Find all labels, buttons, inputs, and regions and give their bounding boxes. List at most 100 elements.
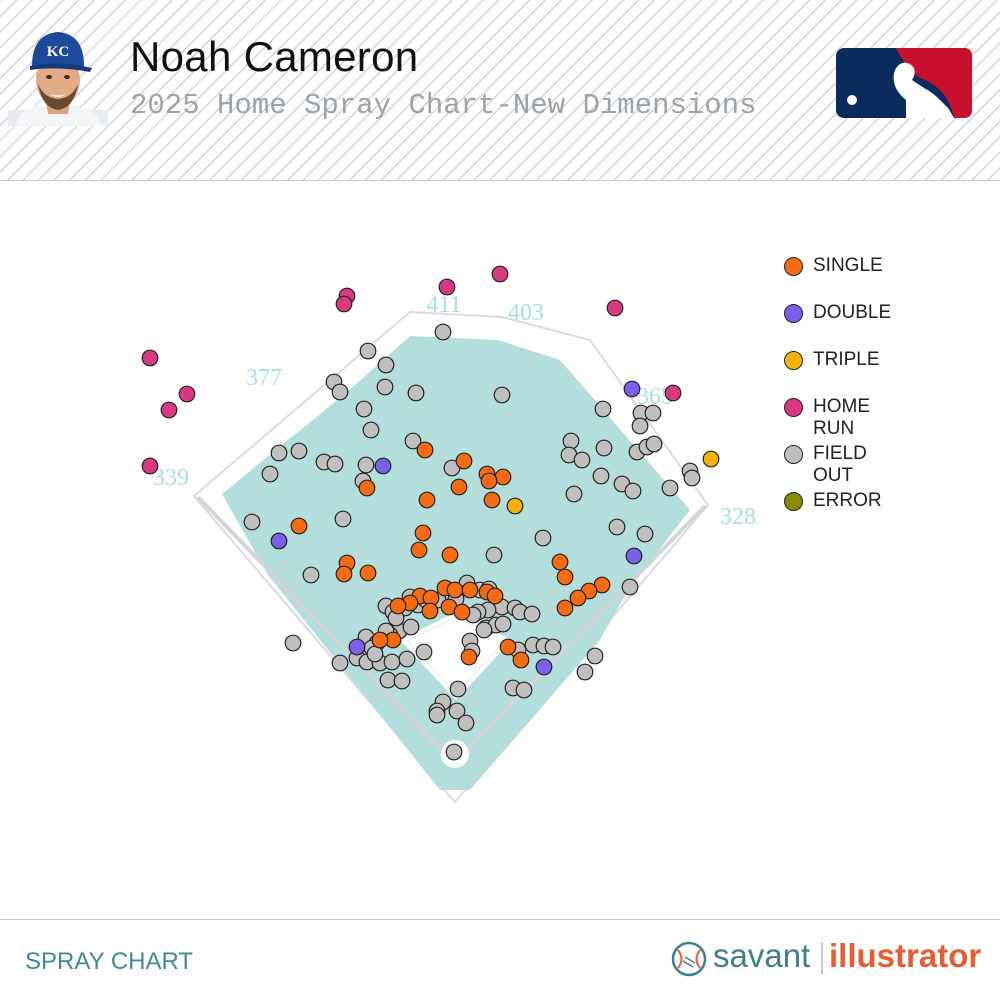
spray-chart: 411 403 377 365 339 328 (141, 265, 756, 804)
batted-ball-field-out (407, 384, 425, 402)
batted-ball-single (551, 553, 569, 571)
batted-ball-field-out (595, 439, 613, 457)
batted-ball-field-out (475, 621, 493, 639)
batted-ball-triple (702, 450, 720, 468)
batted-ball-single (480, 472, 498, 490)
batted-ball-field-out (523, 605, 541, 623)
batted-ball-single (389, 597, 407, 615)
batted-ball-field-out (576, 663, 594, 681)
batted-ball-field-out (586, 647, 604, 665)
batted-ball-single (499, 638, 517, 656)
batted-ball-single (441, 546, 459, 564)
batted-ball-double (374, 457, 392, 475)
batted-ball-field-out (415, 643, 433, 661)
batted-ball-field-out (290, 442, 308, 460)
batted-ball-field-out (683, 469, 701, 487)
legend-swatch-field-out (784, 445, 803, 464)
batted-ball-single (483, 491, 501, 509)
batted-ball-field-out (592, 467, 610, 485)
batted-ball-single (371, 631, 389, 649)
batted-ball-single (290, 517, 308, 535)
distance-marker: 328 (720, 504, 756, 530)
batted-ball-double (348, 638, 366, 656)
batted-ball-field-out (404, 432, 422, 450)
batted-ball-single (556, 568, 574, 586)
batted-ball-single (486, 587, 504, 605)
legend-swatch-triple (784, 351, 803, 370)
batted-ball-field-out (565, 485, 583, 503)
batted-ball-field-out (377, 356, 395, 374)
batted-ball-triple (506, 497, 524, 515)
batted-ball-field-out (621, 578, 639, 596)
batted-ball-field-out (428, 706, 446, 724)
batted-ball-double (623, 380, 641, 398)
batted-ball-field-out (573, 451, 591, 469)
batted-ball-single (450, 478, 468, 496)
distance-markers: 411 403 377 365 339 328 (153, 292, 756, 530)
batted-ball-single (358, 479, 376, 497)
batted-ball-home-run (438, 278, 456, 296)
batted-ball-single (335, 565, 353, 583)
batted-ball-field-out (493, 386, 511, 404)
legend-label: TRIPLE (813, 349, 880, 370)
batted-ball-field-out (448, 702, 466, 720)
legend-swatch-single (784, 257, 803, 276)
foul-lines (196, 495, 707, 757)
batted-ball-field-out (644, 404, 662, 422)
batted-ball-field-out (366, 645, 384, 663)
distance-marker: 339 (153, 465, 189, 491)
distance-marker: 403 (508, 300, 544, 326)
distance-marker: 411 (426, 292, 461, 318)
batted-ball-field-out (393, 672, 411, 690)
batted-ball-single (446, 581, 464, 599)
batted-ball-field-out (631, 417, 649, 435)
batted-ball-single (414, 524, 432, 542)
team-logo-text: KC (47, 44, 70, 60)
legend-label: DOUBLE (813, 302, 892, 323)
batted-ball-home-run (664, 384, 682, 402)
batted-ball-single (460, 648, 478, 666)
batted-ball-points (141, 265, 720, 761)
legend-swatch-error (784, 492, 803, 511)
batted-ball-field-out (402, 618, 420, 636)
legend-swatch-double (784, 304, 803, 323)
batted-ball-field-out (544, 638, 562, 656)
batted-ball-field-out (562, 432, 580, 450)
batted-ball-field-out (331, 654, 349, 672)
legend-label: HOME RUN (813, 396, 870, 439)
batted-ball-field-out (284, 634, 302, 652)
batted-ball-field-out (302, 566, 320, 584)
batted-ball-field-out (449, 680, 467, 698)
brand-illustrator-text: illustrator (829, 937, 982, 974)
chart-subtitle: 2025 Home Spray Chart-New Dimensions (130, 89, 757, 122)
batted-ball-double (270, 532, 288, 550)
batted-ball-double (625, 547, 643, 565)
batted-ball-home-run (491, 265, 509, 283)
batted-ball-field-out (445, 743, 463, 761)
batted-ball-single (494, 468, 512, 486)
batted-ball-field-out (357, 456, 375, 474)
batted-ball-field-out (331, 383, 349, 401)
savant-illustrator-logo: savant illustrator (671, 937, 983, 981)
batted-ball-field-out (334, 510, 352, 528)
footer-label: SPRAY CHART (25, 948, 194, 975)
batted-ball-field-out (645, 435, 663, 453)
batted-ball-single (421, 602, 439, 620)
brand-separator (821, 942, 823, 974)
batted-ball-single (569, 589, 587, 607)
batted-ball-field-out (457, 714, 475, 732)
footer-divider (0, 919, 1000, 920)
batted-ball-single (455, 452, 473, 470)
batted-ball-field-out (594, 400, 612, 418)
batted-ball-home-run (160, 401, 178, 419)
batted-ball-home-run (335, 295, 353, 313)
batted-ball-field-out (515, 681, 533, 699)
batted-ball-field-out (270, 444, 288, 462)
batted-ball-field-out (383, 653, 401, 671)
player-name: Noah Cameron (130, 33, 419, 80)
batted-ball-single (418, 491, 436, 509)
mlb-logo (836, 48, 972, 118)
legend-label: SINGLE (813, 255, 883, 276)
batted-ball-single (453, 603, 471, 621)
legend-swatch-home-run (784, 398, 803, 417)
